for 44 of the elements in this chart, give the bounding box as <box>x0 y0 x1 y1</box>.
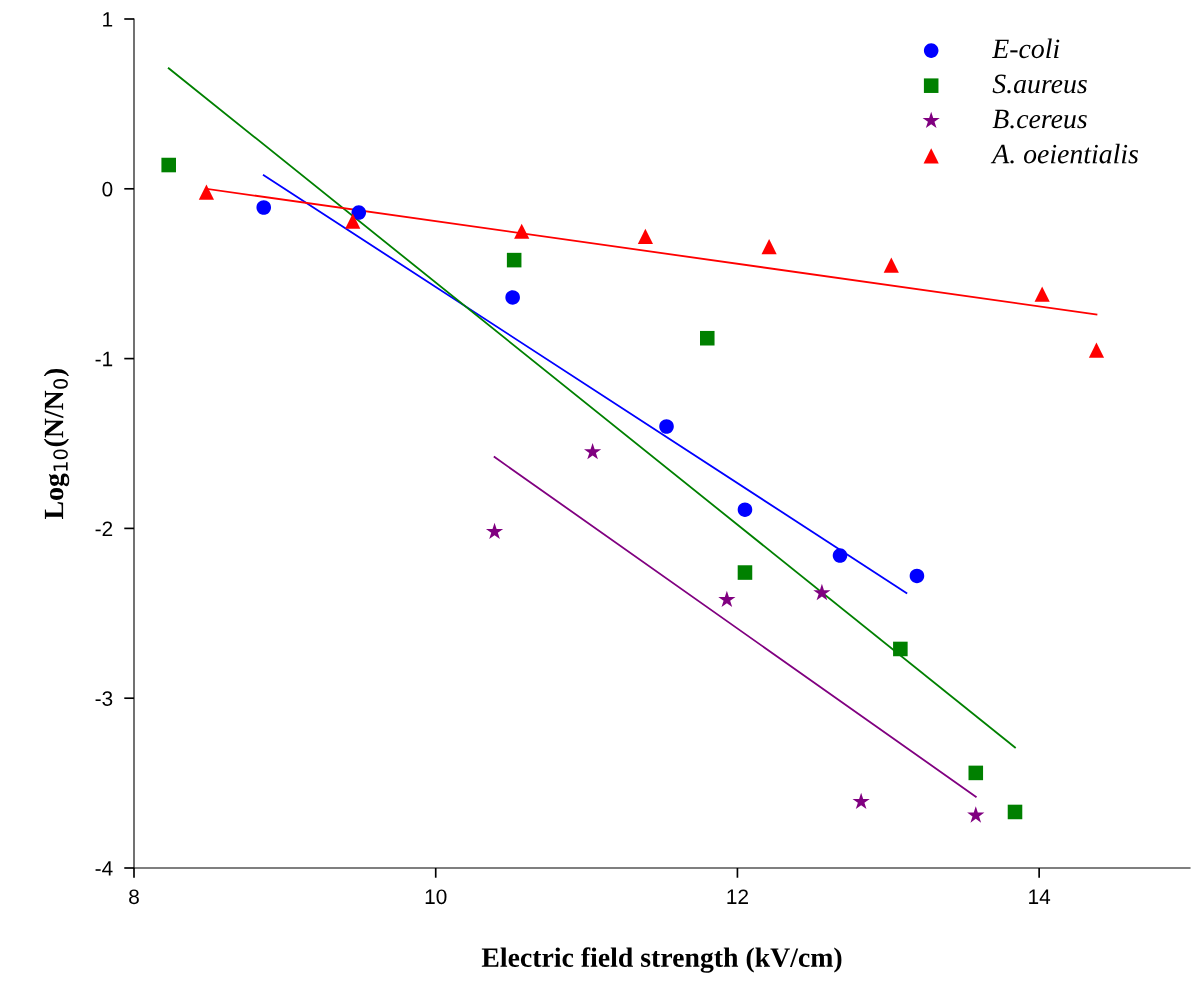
x-tick-label: 10 <box>425 889 447 905</box>
point <box>968 765 984 781</box>
y-tick-label: -2 <box>95 521 113 536</box>
point <box>345 213 361 229</box>
point <box>506 252 522 268</box>
point <box>659 419 674 434</box>
y-axis-title: Log$_{10}$(N/N$_{0}$) <box>43 368 70 519</box>
x-tick-label: 14 <box>1029 889 1051 904</box>
point <box>852 792 870 810</box>
point <box>1007 804 1023 820</box>
point <box>718 590 736 608</box>
point <box>505 290 520 305</box>
point <box>883 257 899 273</box>
point <box>161 157 176 173</box>
point <box>514 223 530 239</box>
point <box>583 442 602 460</box>
y-tick-label: 1 <box>103 12 113 27</box>
point <box>1088 342 1105 358</box>
point <box>637 228 654 244</box>
legend-label: E-coli <box>991 38 1060 59</box>
point <box>737 565 753 580</box>
point <box>1034 286 1050 302</box>
point <box>485 522 504 540</box>
point <box>256 200 272 215</box>
x-tick-label: 8 <box>129 889 139 905</box>
point <box>761 238 777 255</box>
point <box>737 502 753 518</box>
point <box>967 806 985 823</box>
y-tick-label: -1 <box>95 351 113 367</box>
x-axis-title: Electric field strength (kV/cm) <box>481 947 842 973</box>
point <box>351 205 367 220</box>
y-tick-label: -4 <box>95 861 113 876</box>
point <box>699 330 715 346</box>
x-tick-label: 12 <box>727 889 748 904</box>
point <box>198 184 215 200</box>
legend-label: S.aureus <box>992 74 1087 94</box>
point <box>813 583 831 601</box>
legend-label: B.cereus <box>992 109 1087 129</box>
point <box>893 641 908 657</box>
y-tick-label: -3 <box>95 691 113 706</box>
legend-label: A. oeientialis <box>990 143 1139 164</box>
point <box>832 548 848 563</box>
point <box>909 568 925 584</box>
y-tick-label: 0 <box>102 181 113 197</box>
